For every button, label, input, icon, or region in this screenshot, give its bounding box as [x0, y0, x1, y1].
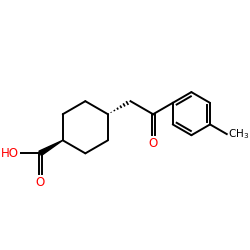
Text: HO: HO [0, 147, 18, 160]
Text: O: O [148, 137, 158, 150]
Text: O: O [36, 176, 45, 190]
Polygon shape [39, 140, 63, 156]
Text: CH$_3$: CH$_3$ [228, 127, 249, 141]
